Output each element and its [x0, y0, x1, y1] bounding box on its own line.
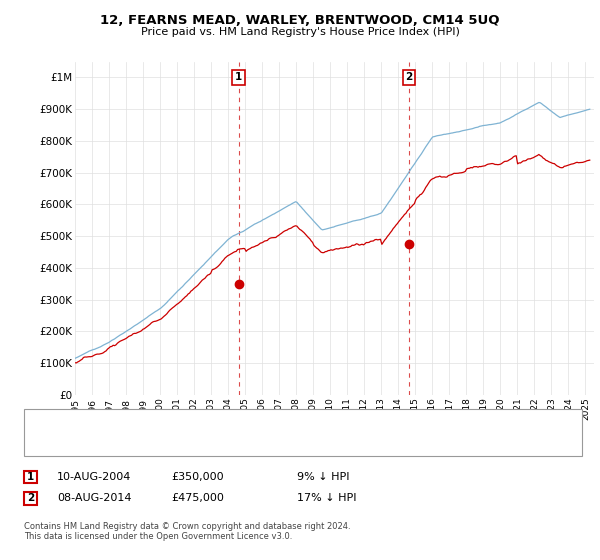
Text: 1: 1 — [27, 472, 34, 482]
Text: 2: 2 — [405, 72, 412, 82]
Text: 10-AUG-2004: 10-AUG-2004 — [57, 472, 131, 482]
Text: HPI: Average price, detached house, Brentwood: HPI: Average price, detached house, Bren… — [69, 438, 302, 448]
Text: 9% ↓ HPI: 9% ↓ HPI — [297, 472, 349, 482]
Text: 17% ↓ HPI: 17% ↓ HPI — [297, 493, 356, 503]
Text: Price paid vs. HM Land Registry's House Price Index (HPI): Price paid vs. HM Land Registry's House … — [140, 27, 460, 37]
Text: 2: 2 — [27, 493, 34, 503]
Text: Contains HM Land Registry data © Crown copyright and database right 2024.
This d: Contains HM Land Registry data © Crown c… — [24, 522, 350, 542]
Text: 08-AUG-2014: 08-AUG-2014 — [57, 493, 131, 503]
Text: £350,000: £350,000 — [171, 472, 224, 482]
Text: 1: 1 — [235, 72, 242, 82]
Text: 12, FEARNS MEAD, WARLEY, BRENTWOOD, CM14 5UQ (detached house): 12, FEARNS MEAD, WARLEY, BRENTWOOD, CM14… — [69, 417, 424, 427]
Text: £475,000: £475,000 — [171, 493, 224, 503]
Text: 12, FEARNS MEAD, WARLEY, BRENTWOOD, CM14 5UQ: 12, FEARNS MEAD, WARLEY, BRENTWOOD, CM14… — [100, 14, 500, 27]
